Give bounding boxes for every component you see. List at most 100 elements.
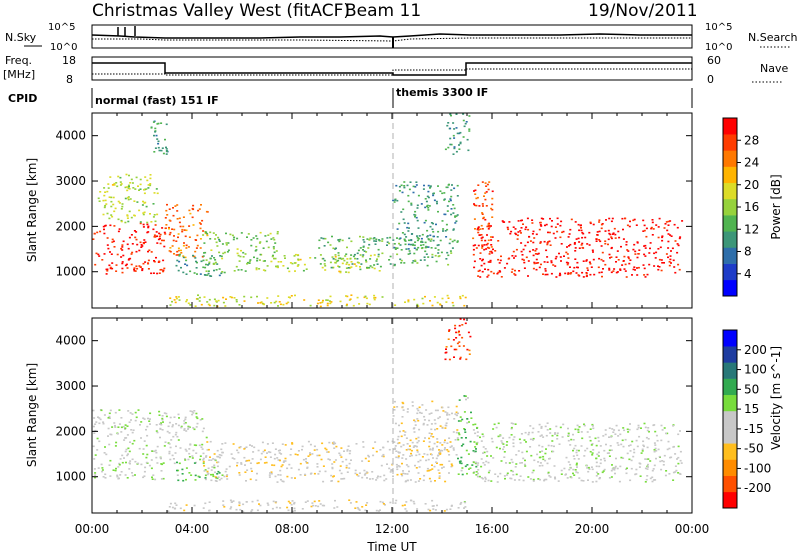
velocity-cell [458,433,461,436]
power-cell [613,268,616,270]
velocity-cell [587,466,590,469]
velocity-cell [509,477,512,480]
power-cell [477,226,480,228]
power-cell [98,200,101,202]
power-cell [341,262,344,265]
velocity-cell [201,448,204,450]
velocity-cell [371,471,374,473]
velocity-cell [270,472,273,475]
power-cell [453,128,456,130]
power-cell [465,121,468,123]
power-cell [516,234,519,237]
power-cell [273,238,276,241]
power-cell [626,224,629,227]
power-cell [535,262,538,264]
velocity-cell [401,406,404,408]
power-cell [162,269,165,272]
power-cell [449,137,452,140]
velocity-cell [272,500,275,503]
power-cell [532,241,535,244]
velocity-cell [405,458,408,460]
velocity-cell [149,418,151,420]
velocity-cell [293,509,296,512]
power-cell [430,247,433,249]
velocity-cell [120,426,123,429]
velocity-cell [614,465,617,468]
velocity-cell [669,456,672,459]
velocity-cell [583,455,586,457]
colorbar-tick-label: -15 [744,422,764,436]
velocity-cell [610,469,613,472]
velocity-cell [574,444,577,447]
velocity-cell [293,502,296,505]
power-cell [399,258,402,261]
power-cell [657,226,660,228]
power-cell [330,266,333,269]
power-cell [198,300,201,302]
power-cell [289,262,292,264]
power-cell [477,184,480,186]
velocity-cell [599,462,602,465]
power-cell [233,270,236,272]
power-cell [436,236,439,238]
power-cell [369,265,372,267]
power-cell [627,256,630,258]
power-cell [512,226,515,228]
power-cell [427,246,430,248]
velocity-colorbar-label: Velocity [m s^-1] [769,346,783,450]
velocity-cell [289,502,292,504]
velocity-cell [333,507,336,509]
power-cell [155,256,157,259]
velocity-cell [259,504,262,507]
power-cell [162,152,165,155]
power-cell [669,258,672,261]
power-cell [407,222,410,225]
power-cell [135,265,138,267]
power-cell [663,227,666,229]
velocity-cell [266,502,269,505]
power-cell [544,273,547,276]
velocity-cell [318,470,321,473]
velocity-cell [660,424,663,427]
power-cell [667,256,669,259]
power-cell [521,254,524,256]
velocity-cell [408,470,410,473]
velocity-cell [502,443,505,445]
power-cell [394,248,397,250]
velocity-cell [151,476,153,479]
power-cell [152,228,155,231]
power-cell [456,214,459,216]
power-cell [357,249,360,252]
velocity-cell [396,442,399,445]
colorbar-tick-label: -50 [744,442,764,456]
power-cell [481,259,484,262]
velocity-cell [469,440,472,443]
power-cell [657,236,660,239]
x-tick-label: 20:00 [575,522,610,536]
velocity-cell [161,415,164,417]
velocity-cell [529,478,532,480]
power-cell [546,242,549,244]
velocity-cell [567,427,569,430]
power-cell [559,256,562,258]
power-cell [163,231,166,234]
velocity-cell [372,454,375,457]
velocity-cell [404,473,407,475]
velocity-cell [114,426,117,428]
power-cell [642,230,645,232]
power-cell [128,174,130,177]
power-cell [267,234,270,236]
velocity-cell [92,409,95,412]
velocity-cell [128,450,131,453]
velocity-cell [131,474,134,477]
velocity-cell [421,404,424,406]
velocity-cell [591,454,594,456]
power-cell [535,268,538,271]
velocity-cell [354,469,357,472]
power-cell [416,235,418,237]
velocity-cell [108,443,111,446]
velocity-cell [430,412,433,414]
velocity-cell [464,465,467,468]
velocity-cell [450,504,453,507]
